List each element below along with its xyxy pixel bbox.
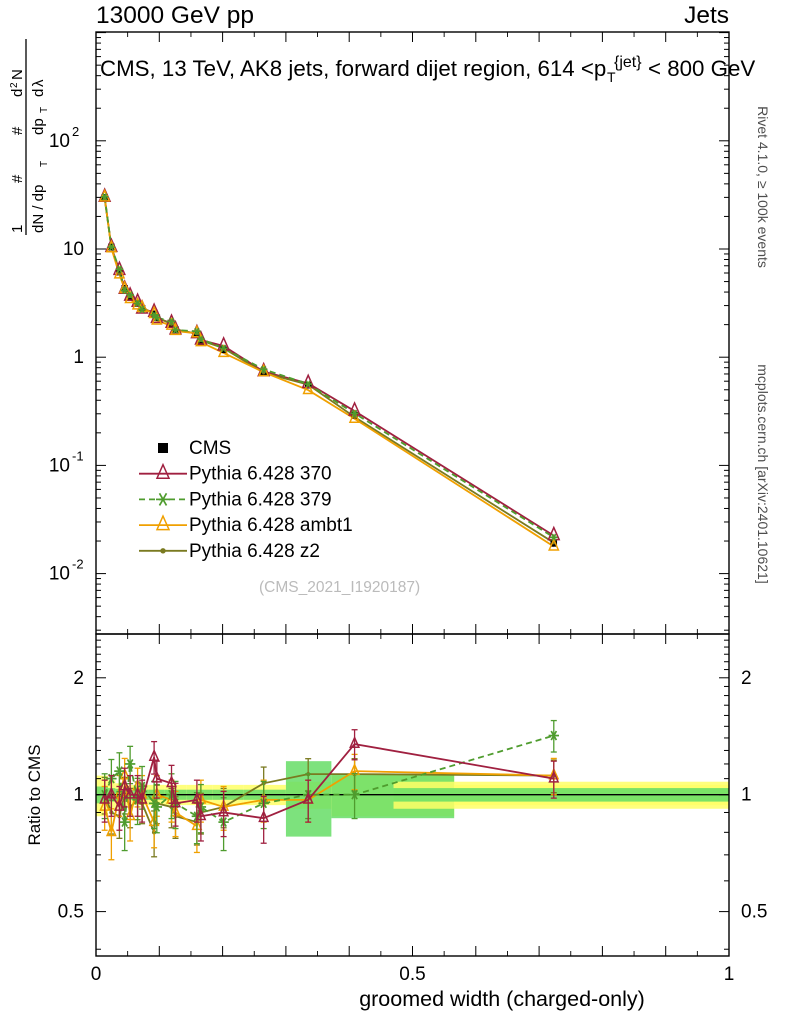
svg-text:1: 1	[724, 964, 735, 985]
svg-text:10: 10	[49, 131, 70, 152]
svg-text:N: N	[9, 69, 26, 80]
svg-text:-2: -2	[72, 557, 84, 572]
svg-text:Pythia 6.428 ambt1: Pythia 6.428 ambt1	[189, 515, 353, 536]
svg-text:dp: dp	[30, 118, 47, 135]
svg-text:#: #	[9, 126, 26, 135]
svg-text:CMS, 13 TeV, AK8 jets, forward: CMS, 13 TeV, AK8 jets, forward dijet reg…	[100, 56, 606, 81]
svg-text:T: T	[39, 107, 50, 113]
svg-text:d: d	[30, 89, 47, 97]
svg-text:2: 2	[73, 668, 84, 689]
svg-text:Ratio to CMS: Ratio to CMS	[25, 744, 44, 845]
svg-text:1: 1	[9, 225, 26, 233]
svg-text:Pythia 6.428 379: Pythia 6.428 379	[189, 489, 332, 510]
svg-text:dN / dp: dN / dp	[30, 185, 47, 233]
svg-text:#: #	[9, 174, 26, 183]
svg-text:10: 10	[63, 239, 84, 260]
svg-text:1: 1	[73, 785, 84, 806]
svg-text:d: d	[9, 89, 26, 97]
svg-text:mcplots.cern.ch [arXiv:2401.10: mcplots.cern.ch [arXiv:2401.10621]	[755, 364, 771, 583]
svg-text:(CMS_2021_I1920187): (CMS_2021_I1920187)	[259, 579, 420, 596]
svg-text:2: 2	[72, 124, 79, 139]
svg-text:2: 2	[741, 668, 752, 689]
svg-text:1: 1	[741, 785, 752, 806]
svg-text:CMS: CMS	[189, 438, 231, 459]
svg-text:-1: -1	[72, 448, 84, 463]
svg-text:< 800 GeV: < 800 GeV	[648, 56, 755, 81]
svg-text:Pythia 6.428 370: Pythia 6.428 370	[189, 464, 332, 485]
svg-text:0.5: 0.5	[399, 964, 425, 985]
svg-text:Jets: Jets	[684, 2, 729, 29]
svg-text:groomed width (charged-only): groomed width (charged-only)	[359, 987, 645, 1011]
svg-text:13000 GeV pp: 13000 GeV pp	[96, 2, 254, 29]
svg-text:1: 1	[73, 347, 84, 368]
svg-text:10: 10	[49, 455, 70, 476]
svg-text:10: 10	[49, 564, 70, 585]
svg-text:2: 2	[9, 82, 20, 88]
svg-text:Rivet 4.1.0, ≥ 100k events: Rivet 4.1.0, ≥ 100k events	[755, 106, 771, 268]
svg-text:0: 0	[91, 964, 102, 985]
svg-text:T: T	[607, 69, 616, 85]
svg-text:Pythia 6.428 z2: Pythia 6.428 z2	[189, 541, 320, 562]
svg-text:0.5: 0.5	[741, 902, 767, 923]
svg-text:λ: λ	[30, 79, 47, 87]
svg-text:0.5: 0.5	[58, 902, 84, 923]
svg-text:T: T	[39, 161, 50, 167]
svg-text:{jet}: {jet}	[614, 54, 642, 71]
